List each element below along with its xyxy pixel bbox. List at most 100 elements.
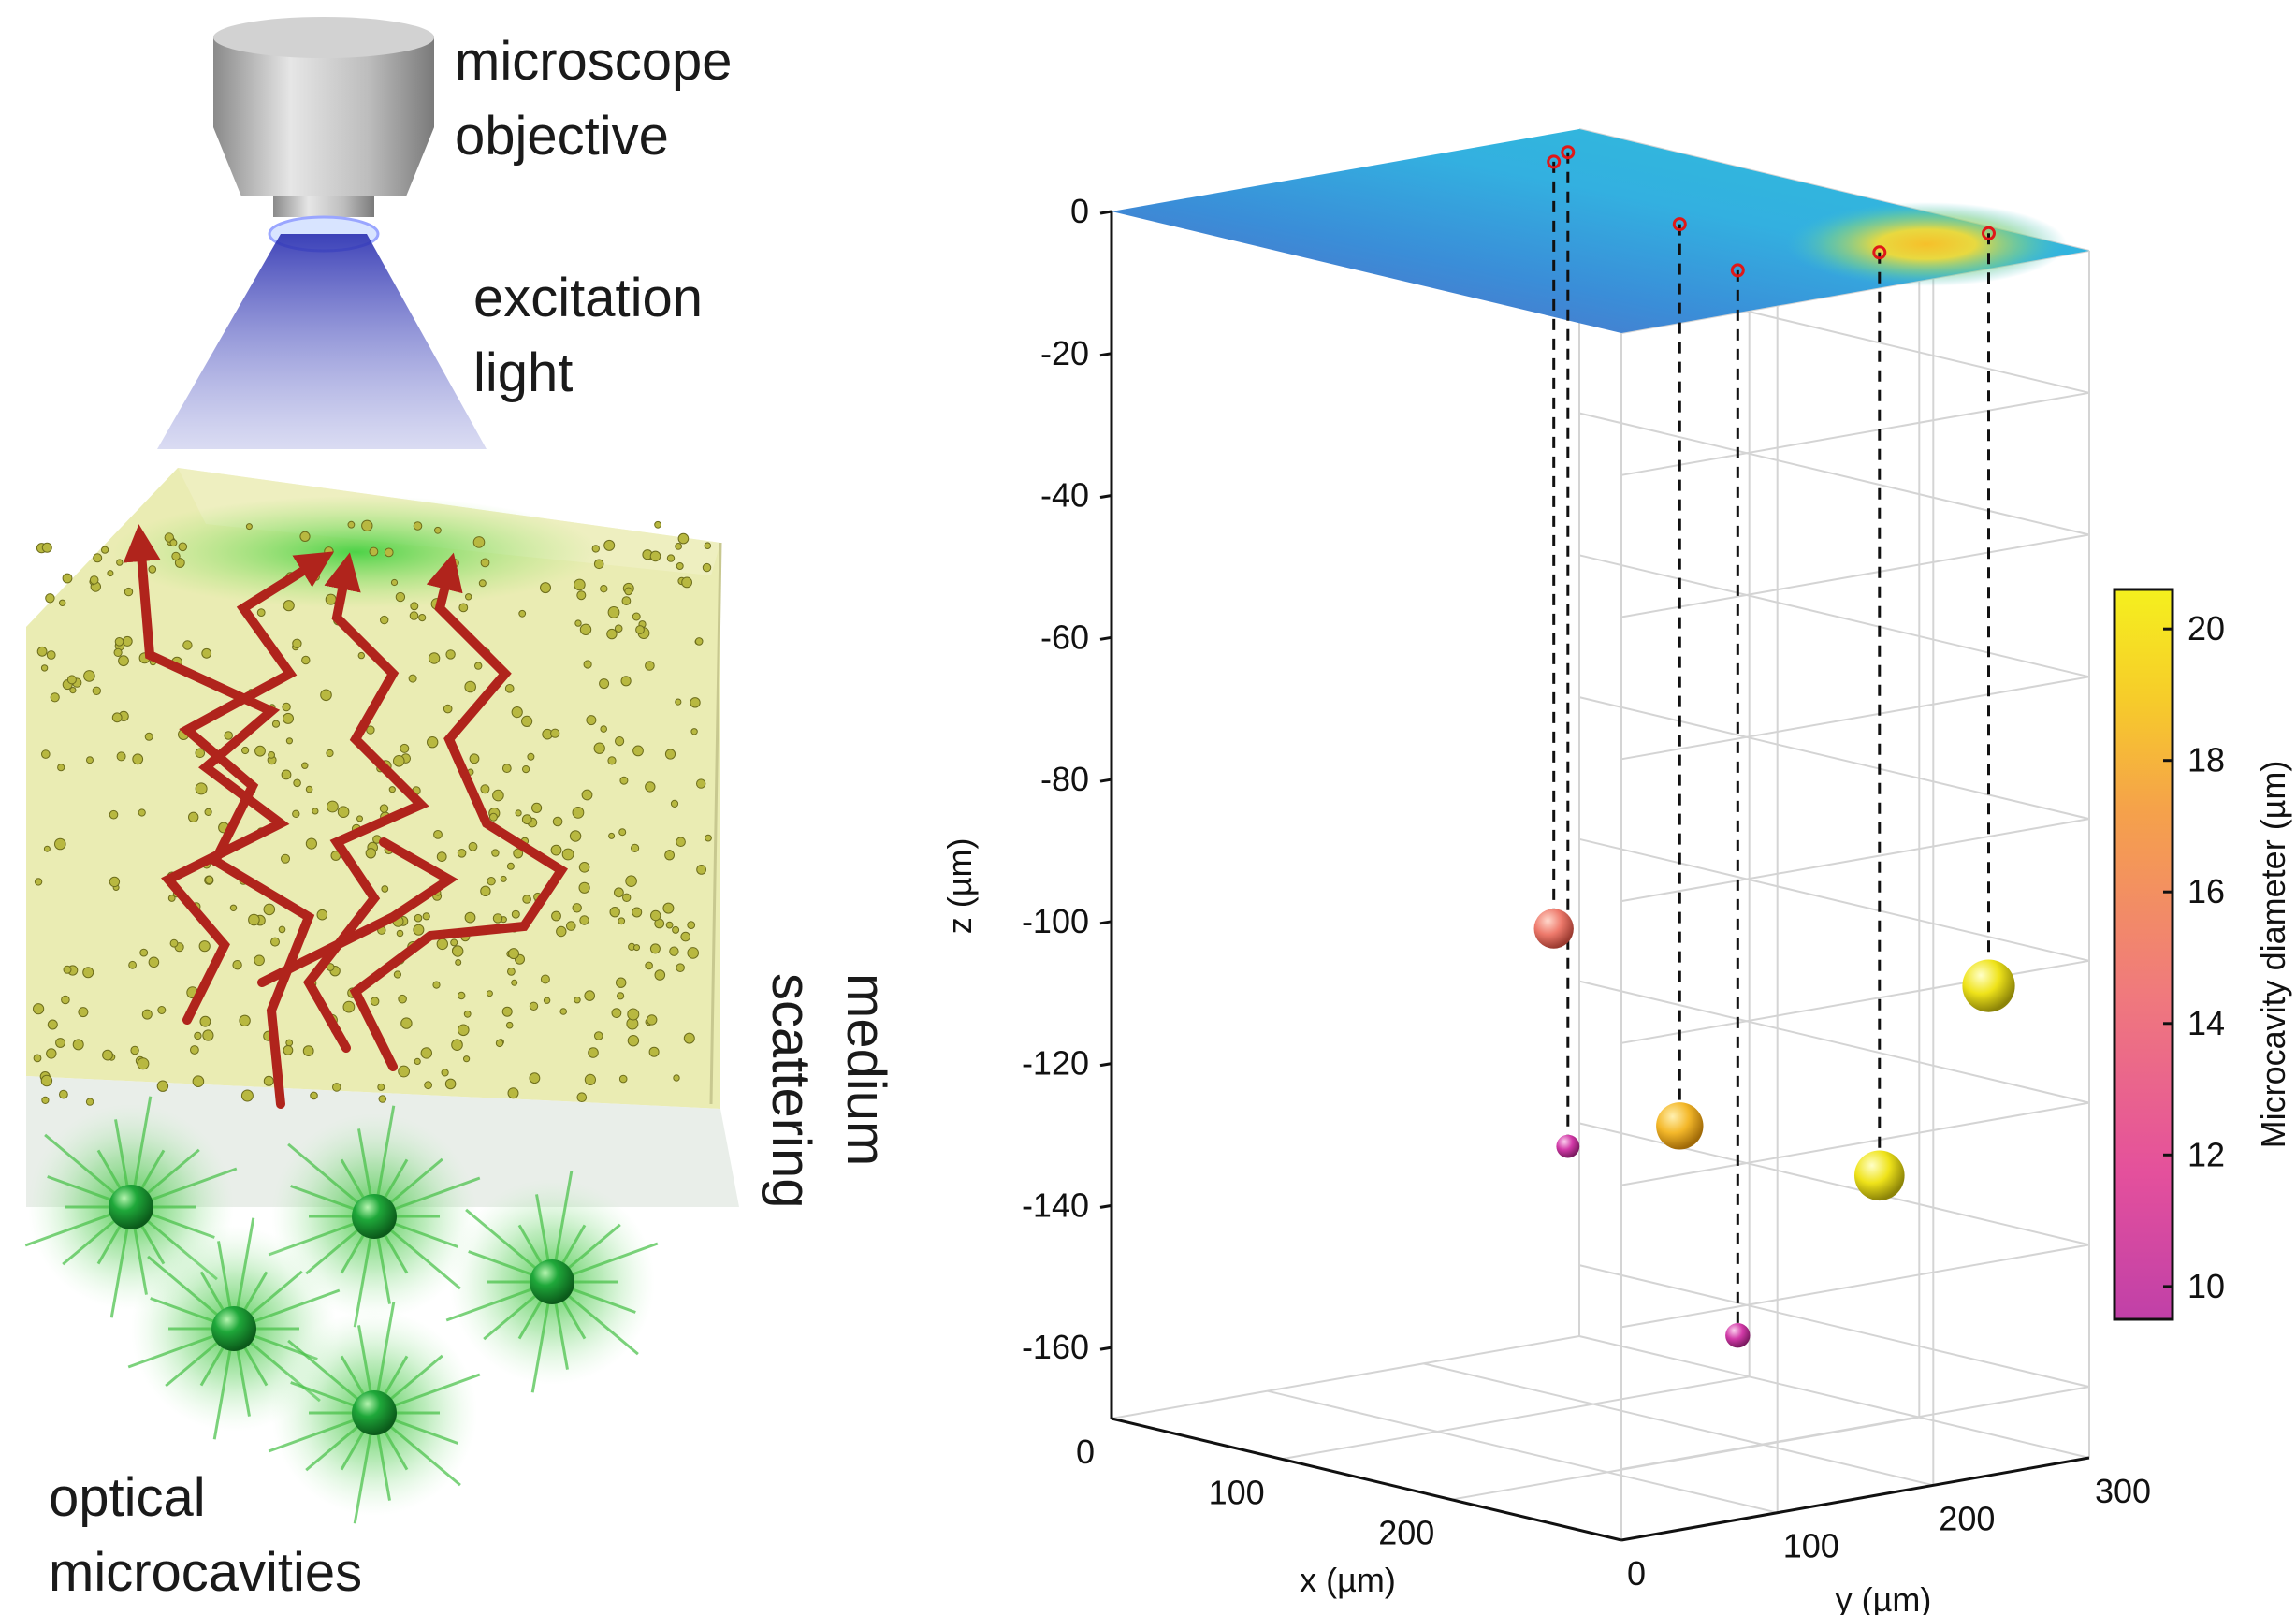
scattering-particle xyxy=(586,715,597,726)
scattering-particle xyxy=(285,1039,294,1047)
scattering-particle xyxy=(600,585,608,593)
scattering-particle xyxy=(101,546,109,554)
scattering-particle xyxy=(615,736,625,747)
gridline-z xyxy=(1620,1101,2090,1186)
scattering-particle xyxy=(130,1045,139,1055)
scattering-particle xyxy=(583,660,592,669)
scattering-particle xyxy=(474,662,483,670)
scattering-particle xyxy=(649,550,661,562)
scattering-particle xyxy=(521,715,533,728)
scattering-particle xyxy=(224,731,233,740)
scattering-particle xyxy=(312,808,319,815)
scattering-particle xyxy=(241,746,250,755)
scattering-particle xyxy=(529,1001,539,1011)
scattering-particle xyxy=(690,697,701,708)
scattering-particle xyxy=(614,887,624,898)
colorbar-tick-label: 12 xyxy=(2187,1135,2225,1173)
scattering-particle xyxy=(301,655,311,665)
tick-labels: 0 -20 -40 -60 -80 -100 -120 -140 -160 0 100 200 0 100… xyxy=(1022,192,2151,1593)
colorbar-ticks: 10 12 14 16 18 20 xyxy=(2163,609,2225,1305)
scattering-particle xyxy=(312,573,320,581)
scattering-particle xyxy=(619,776,629,785)
scattering-particle xyxy=(666,554,676,562)
scattering-particle xyxy=(680,931,691,942)
scattering-particle xyxy=(61,995,70,1005)
scattering-particle xyxy=(320,689,332,702)
scattering-particle xyxy=(72,1039,84,1051)
scattering-particle xyxy=(579,915,589,925)
microcavity xyxy=(445,1171,659,1393)
scattering-particle xyxy=(702,562,712,573)
scattering-particle xyxy=(574,997,581,1004)
scattering-particle xyxy=(696,778,706,789)
scattering-particle xyxy=(85,1098,94,1106)
scattering-particle xyxy=(380,615,389,625)
scattering-particle xyxy=(572,807,585,819)
scattering-particle xyxy=(694,637,704,646)
z-tick-mark xyxy=(1099,210,1112,215)
scattering-particle xyxy=(648,1046,660,1057)
z-tick-mark xyxy=(1099,1203,1112,1209)
scattering-particle xyxy=(171,551,181,561)
scattering-particle xyxy=(292,638,302,648)
scattering-particle xyxy=(705,834,712,842)
z-tick-label: -20 xyxy=(1040,334,1089,372)
scattering-particle xyxy=(593,559,604,570)
scattering-particle xyxy=(326,963,335,971)
scattering-particle xyxy=(486,990,493,997)
scattering-particle xyxy=(632,907,643,918)
scattering-particle xyxy=(361,519,373,531)
scattering-particle xyxy=(531,802,543,814)
scattering-particle xyxy=(569,830,582,842)
scattering-particle xyxy=(455,959,462,966)
scattering-particle xyxy=(677,532,690,545)
scattering-particle xyxy=(436,938,448,951)
scattering-particle xyxy=(418,614,427,622)
scattering-particle xyxy=(665,921,674,929)
scattering-particle xyxy=(578,862,590,873)
surface-plane xyxy=(1112,129,2089,333)
scattering-particle xyxy=(82,967,94,979)
scattering-particle xyxy=(201,647,212,659)
gridline-z xyxy=(1620,818,2090,903)
scattering-particle xyxy=(109,876,121,888)
scattering-particle xyxy=(310,1091,318,1100)
scattering-particle xyxy=(132,753,144,765)
scattering-particle xyxy=(78,1007,89,1018)
scattering-particle xyxy=(424,1081,433,1090)
scattering-particle xyxy=(529,1072,541,1084)
scattering-particle xyxy=(366,725,375,735)
gridline-floor xyxy=(1111,1335,1580,1419)
scattering-particle xyxy=(395,591,406,603)
scattering-particle xyxy=(256,608,266,617)
scattering-particle xyxy=(616,977,627,988)
scattering-particle xyxy=(492,789,504,802)
scattering-particle xyxy=(627,1008,640,1021)
scattering-particle xyxy=(458,603,469,613)
scattering-particle xyxy=(325,593,337,605)
scattering-particle xyxy=(632,612,641,621)
scattering-particle xyxy=(579,623,592,635)
scattering-particle xyxy=(332,1083,341,1092)
surface-marker xyxy=(1982,226,1996,240)
scattering-particle xyxy=(141,1009,153,1020)
scattering-particle xyxy=(614,624,623,633)
scattering-particle xyxy=(434,526,442,534)
scattering-particle xyxy=(114,637,124,647)
scattering-particle xyxy=(357,651,365,660)
scattering-particle xyxy=(635,625,645,634)
scattering-particle xyxy=(552,816,563,827)
scattering-particle xyxy=(518,609,527,618)
scattering-particle xyxy=(578,881,590,894)
scattering-particle xyxy=(599,678,610,690)
medium-label-1: scattering xyxy=(761,973,821,1208)
scattering-particle xyxy=(59,1089,68,1099)
scattering-particle xyxy=(138,808,146,817)
scattering-particle xyxy=(254,745,266,757)
z-tick-mark xyxy=(1099,494,1112,500)
scattering-particle xyxy=(522,765,530,774)
gridline-z xyxy=(1578,554,2090,678)
scattering-particle xyxy=(93,553,103,563)
surface-hotspot xyxy=(1785,202,2067,286)
scattering-particle xyxy=(506,862,515,870)
